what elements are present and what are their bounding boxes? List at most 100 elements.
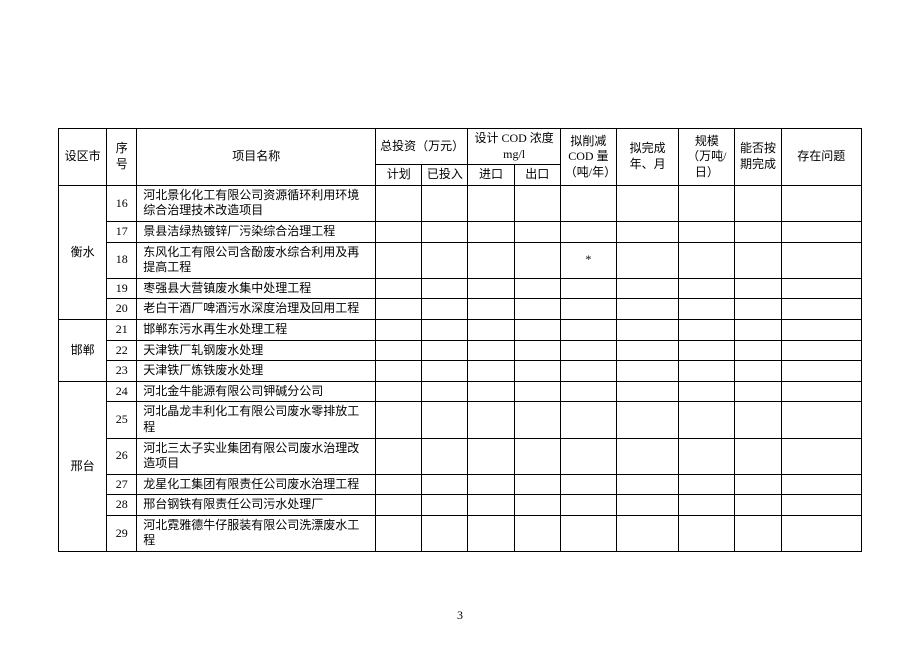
cell-cod_in [468, 278, 514, 299]
cell-seq: 16 [107, 185, 137, 221]
table-row: 26河北三太子实业集团有限公司废水治理改造项目 [59, 438, 862, 474]
cell-reduce [560, 474, 616, 495]
cell-invest_plan [376, 438, 422, 474]
data-table: 设区市 序号 项目名称 总投资（万元） 设计 COD 浓度mg/l 拟削减COD… [58, 128, 862, 552]
cell-project: 天津铁厂轧钢废水处理 [137, 340, 376, 361]
cell-project: 河北晶龙丰利化工有限公司废水零排放工程 [137, 402, 376, 438]
cell-invest_done [422, 278, 468, 299]
cell-ontime [735, 381, 781, 402]
cell-cod_out [514, 361, 560, 382]
table-body: 衡水16河北景化化工有限公司资源循环利用环境综合治理技术改造项目17景县洁绿热镀… [59, 185, 862, 551]
cell-invest_done [422, 495, 468, 516]
cell-invest_done [422, 221, 468, 242]
cell-cod_in [468, 242, 514, 278]
cell-cod_out [514, 278, 560, 299]
cell-cod_in [468, 185, 514, 221]
cell-seq: 18 [107, 242, 137, 278]
cell-scale [679, 495, 735, 516]
cell-finish_time [617, 278, 679, 299]
cell-cod_in [468, 438, 514, 474]
table-row: 邯郸21邯郸东污水再生水处理工程 [59, 319, 862, 340]
cell-ontime [735, 474, 781, 495]
table-row: 28邢台钢铁有限责任公司污水处理厂 [59, 495, 862, 516]
cell-cod_out [514, 221, 560, 242]
col-scale: 规模（万吨/日） [679, 129, 735, 186]
cell-seq: 26 [107, 438, 137, 474]
cell-invest_plan [376, 221, 422, 242]
cell-seq: 23 [107, 361, 137, 382]
cell-finish_time [617, 402, 679, 438]
cell-seq: 17 [107, 221, 137, 242]
cell-cod_out [514, 474, 560, 495]
table-row: 邢台24河北金牛能源有限公司钾碱分公司 [59, 381, 862, 402]
cell-cod_in [468, 474, 514, 495]
cell-scale [679, 438, 735, 474]
cell-invest_done [422, 299, 468, 320]
cell-issue [781, 474, 861, 495]
col-reduce: 拟削减COD 量（吨/年） [560, 129, 616, 186]
page: 设区市 序号 项目名称 总投资（万元） 设计 COD 浓度mg/l 拟削减COD… [0, 0, 920, 651]
cell-invest_plan [376, 474, 422, 495]
cell-project: 老白干酒厂啤酒污水深度治理及回用工程 [137, 299, 376, 320]
cell-project: 东风化工有限公司含酚废水综合利用及再提高工程 [137, 242, 376, 278]
cell-scale [679, 221, 735, 242]
cell-issue [781, 221, 861, 242]
table-row: 19枣强县大营镇废水集中处理工程 [59, 278, 862, 299]
cell-ontime [735, 319, 781, 340]
col-seq: 序号 [107, 129, 137, 186]
cell-reduce [560, 381, 616, 402]
cell-finish_time [617, 381, 679, 402]
cell-issue [781, 299, 861, 320]
cell-finish_time [617, 361, 679, 382]
cell-seq: 28 [107, 495, 137, 516]
cell-issue [781, 185, 861, 221]
cell-invest_plan [376, 515, 422, 551]
cell-finish_time [617, 340, 679, 361]
cell-reduce [560, 402, 616, 438]
cell-finish_time [617, 221, 679, 242]
cell-invest_plan [376, 319, 422, 340]
cell-project: 枣强县大营镇废水集中处理工程 [137, 278, 376, 299]
cell-reduce [560, 361, 616, 382]
cell-ontime [735, 515, 781, 551]
col-invest: 总投资（万元） [376, 129, 468, 165]
table-row: 17景县洁绿热镀锌厂污染综合治理工程 [59, 221, 862, 242]
cell-seq: 29 [107, 515, 137, 551]
cell-ontime [735, 361, 781, 382]
cell-ontime [735, 402, 781, 438]
cell-cod_out [514, 319, 560, 340]
cell-finish_time [617, 438, 679, 474]
cell-invest_done [422, 340, 468, 361]
cell-invest_done [422, 381, 468, 402]
cell-reduce [560, 340, 616, 361]
table-row: 25河北晶龙丰利化工有限公司废水零排放工程 [59, 402, 862, 438]
col-invest-done: 已投入 [422, 165, 468, 186]
cell-scale [679, 319, 735, 340]
cell-reduce [560, 495, 616, 516]
cell-cod_out [514, 402, 560, 438]
cell-issue [781, 278, 861, 299]
cell-cod_out [514, 515, 560, 551]
col-cod-out: 出口 [514, 165, 560, 186]
cell-invest_done [422, 515, 468, 551]
cell-reduce [560, 299, 616, 320]
cell-ontime [735, 185, 781, 221]
cell-seq: 21 [107, 319, 137, 340]
cell-issue [781, 340, 861, 361]
cell-reduce [560, 185, 616, 221]
cell-issue [781, 515, 861, 551]
col-project: 项目名称 [137, 129, 376, 186]
cell-cod_out [514, 299, 560, 320]
cell-cod_in [468, 361, 514, 382]
cell-issue [781, 495, 861, 516]
cell-reduce [560, 278, 616, 299]
cell-invest_plan [376, 361, 422, 382]
cell-scale [679, 361, 735, 382]
cell-invest_done [422, 474, 468, 495]
cell-project: 邢台钢铁有限责任公司污水处理厂 [137, 495, 376, 516]
col-cod: 设计 COD 浓度mg/l [468, 129, 560, 165]
cell-issue [781, 361, 861, 382]
cell-seq: 19 [107, 278, 137, 299]
cell-project: 河北景化化工有限公司资源循环利用环境综合治理技术改造项目 [137, 185, 376, 221]
cell-invest_plan [376, 402, 422, 438]
